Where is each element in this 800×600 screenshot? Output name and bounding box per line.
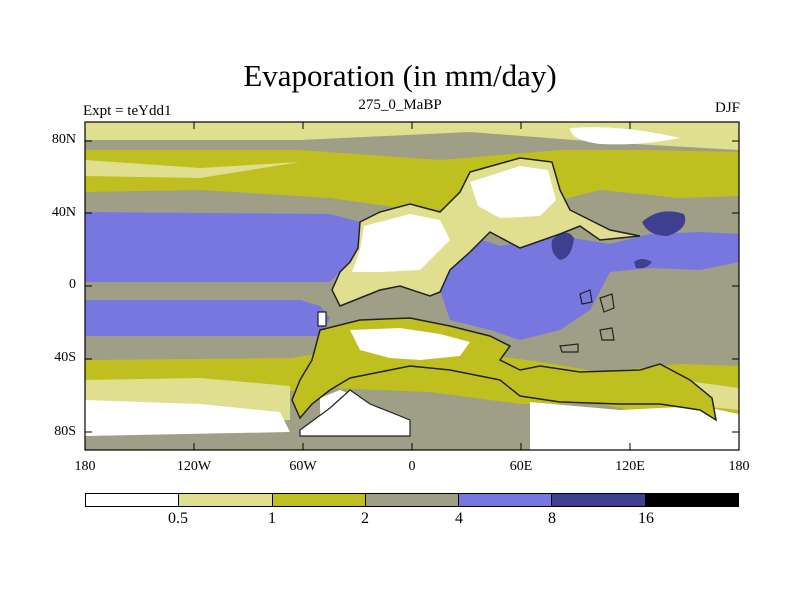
field-arctic-white bbox=[570, 127, 680, 145]
x-tick-120e: 120E bbox=[615, 459, 645, 474]
colorbar-label-0-5: 0.5 bbox=[168, 510, 188, 527]
colorbar-box-3 bbox=[365, 494, 460, 506]
colorbar-box-2 bbox=[272, 494, 366, 506]
x-tick-120w: 120W bbox=[176, 459, 212, 474]
x-tick-60e: 60E bbox=[509, 459, 533, 474]
map-field bbox=[85, 122, 739, 450]
y-tick-0: 0 bbox=[69, 277, 76, 292]
x-tick-180e: 180 bbox=[728, 459, 750, 474]
x-tick-0: 0 bbox=[408, 459, 416, 474]
continent-south-white bbox=[350, 328, 470, 360]
y-tick-80s: 80S bbox=[54, 424, 76, 439]
colorbar-box-1 bbox=[179, 494, 273, 506]
y-tick-80n: 80N bbox=[51, 132, 76, 147]
colorbar bbox=[85, 493, 739, 507]
field-antarctic-white-east bbox=[530, 402, 739, 450]
period-label: 275_0_MaBP bbox=[358, 97, 442, 113]
field-high-spot-central bbox=[551, 232, 574, 260]
island-1 bbox=[579, 289, 593, 305]
field-tropical-band-west bbox=[85, 212, 360, 282]
colorbar-label-16: 16 bbox=[638, 510, 654, 527]
field-north-light-strip bbox=[85, 160, 300, 178]
axis-ticks bbox=[85, 122, 739, 450]
island-2 bbox=[599, 293, 615, 313]
field-antarctic-white-west bbox=[85, 400, 290, 436]
field-high-spot-small bbox=[634, 259, 652, 269]
map-title: Evaporation (in mm/day) bbox=[243, 58, 557, 93]
continent-north-white bbox=[352, 214, 450, 272]
experiment-label: Expt = teYdd1 bbox=[83, 103, 172, 119]
colorbar-box-0 bbox=[86, 494, 180, 506]
y-tick-40n: 40N bbox=[51, 205, 76, 220]
colorbar-label-4: 4 bbox=[455, 510, 463, 527]
y-tick-40s: 40S bbox=[54, 350, 76, 365]
colorbar-label-1: 1 bbox=[268, 510, 276, 527]
colorbar-label-8: 8 bbox=[548, 510, 556, 527]
island-west bbox=[317, 311, 327, 327]
x-tick-180w: 180 bbox=[74, 459, 96, 474]
x-tick-60w: 60W bbox=[289, 459, 317, 474]
continent-antarctic bbox=[299, 389, 411, 437]
field-high-spot-east bbox=[642, 211, 686, 236]
colorbar-label-2: 2 bbox=[361, 510, 369, 527]
colorbar-box-5 bbox=[552, 494, 646, 506]
field-tethys-inner bbox=[450, 240, 580, 330]
colorbar-box-6 bbox=[645, 494, 738, 506]
season-label: DJF bbox=[714, 100, 740, 116]
colorbar-box-4 bbox=[459, 494, 553, 506]
island-3 bbox=[559, 343, 579, 353]
continent-asia-white bbox=[470, 166, 556, 218]
island-4 bbox=[599, 327, 615, 341]
field-southern-band-west bbox=[85, 300, 330, 336]
